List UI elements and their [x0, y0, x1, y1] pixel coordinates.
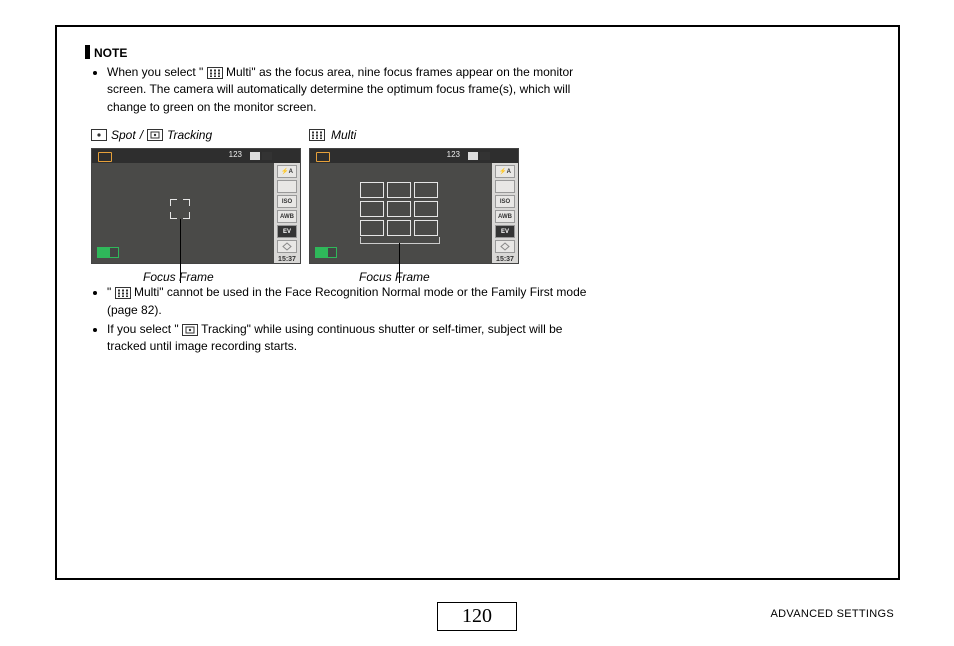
note-bullet-list-bottom: " Multi" cannot be used in the Face Reco… — [85, 284, 595, 356]
flash-indicator: ⚡A — [277, 165, 297, 178]
note-bullet-list-top: When you select " Multi" as the focus ar… — [85, 64, 595, 116]
screenshot-topbar: 123 — [310, 149, 518, 163]
clock-time: 15:37 — [496, 256, 514, 263]
multi-grid-icon — [309, 129, 325, 141]
mode-indicator-icon — [98, 152, 112, 162]
tracking-label: Tracking — [167, 128, 212, 142]
bullet-2-text-a: " — [107, 285, 111, 299]
shot-counter: 123 — [447, 150, 460, 159]
side-panel: ⚡A ISO AWB EV 15:37 — [492, 163, 518, 263]
screenshot-topbar: 123 — [92, 149, 300, 163]
note-heading: NOTE — [85, 45, 595, 60]
shot-counter: 123 — [229, 150, 242, 159]
bullet-1-text-a: When you select " — [107, 65, 203, 79]
top-status-icons — [250, 152, 272, 160]
multi-label: Multi — [331, 128, 356, 142]
heading-text: NOTE — [94, 46, 127, 60]
callout-line — [180, 219, 181, 283]
bullet-2-multi-label: Multi — [134, 285, 159, 299]
bullet-1: When you select " Multi" as the focus ar… — [107, 64, 595, 116]
heading-bar-icon — [85, 45, 90, 59]
multi-label-group: Multi — [309, 128, 356, 142]
bullet-3-text-a: If you select " — [107, 322, 179, 336]
spot-focus-frame — [170, 199, 190, 219]
flash-indicator: ⚡A — [495, 165, 515, 178]
side-item — [277, 240, 297, 253]
mode-indicator-icon — [316, 152, 330, 162]
battery-icon — [97, 247, 119, 258]
side-item-iso: ISO — [495, 195, 515, 208]
captions-row: Focus Frame Focus Frame — [91, 270, 595, 284]
spot-label: Spot — [111, 128, 136, 142]
side-item — [495, 180, 515, 193]
multi-screenshot: 123 ⚡A ISO AWB EV 15:37 — [309, 148, 519, 264]
manual-page: NOTE When you select " Multi" as the foc… — [0, 0, 954, 646]
page-number: 120 — [437, 602, 517, 631]
spot-icon — [91, 129, 107, 141]
side-item-awb: AWB — [495, 210, 515, 223]
multi-grid-icon — [207, 67, 223, 79]
tracking-icon — [147, 129, 163, 141]
battery-icon — [315, 247, 337, 258]
caption-left: Focus Frame — [91, 270, 309, 284]
bullet-3-tracking-label: Tracking — [201, 322, 247, 336]
caption-right: Focus Frame — [309, 270, 430, 284]
bullet-2: " Multi" cannot be used in the Face Reco… — [107, 284, 595, 319]
clock-time: 15:37 — [278, 256, 296, 263]
side-item-awb: AWB — [277, 210, 297, 223]
multi-focus-frames — [360, 182, 438, 236]
mode-labels-row: Spot / Tracking Multi — [91, 128, 595, 142]
spot-screenshot: 123 ⚡A ISO AWB EV 15:37 — [91, 148, 301, 264]
side-item — [277, 180, 297, 193]
screenshots-row: 123 ⚡A ISO AWB EV 15:37 — [91, 148, 595, 264]
spot-tracking-label-group: Spot / Tracking — [91, 128, 309, 142]
grouping-bracket — [360, 237, 440, 244]
separator: / — [140, 128, 143, 142]
side-item-iso: ISO — [277, 195, 297, 208]
tracking-icon — [182, 324, 198, 336]
top-status-icons — [468, 152, 490, 160]
content-column: NOTE When you select " Multi" as the foc… — [85, 45, 595, 358]
multi-grid-icon — [115, 287, 131, 299]
bullet-1-multi-label: Multi — [226, 65, 251, 79]
bullet-2-text-b: " cannot be used in the Face Recognition… — [107, 285, 586, 316]
bullet-3: If you select " Tracking" while using co… — [107, 321, 595, 356]
section-label: ADVANCED SETTINGS — [771, 608, 894, 620]
callout-line — [399, 243, 400, 283]
side-panel: ⚡A ISO AWB EV 15:37 — [274, 163, 300, 263]
side-item — [495, 240, 515, 253]
side-item-ev: EV — [277, 225, 297, 238]
side-item-ev: EV — [495, 225, 515, 238]
